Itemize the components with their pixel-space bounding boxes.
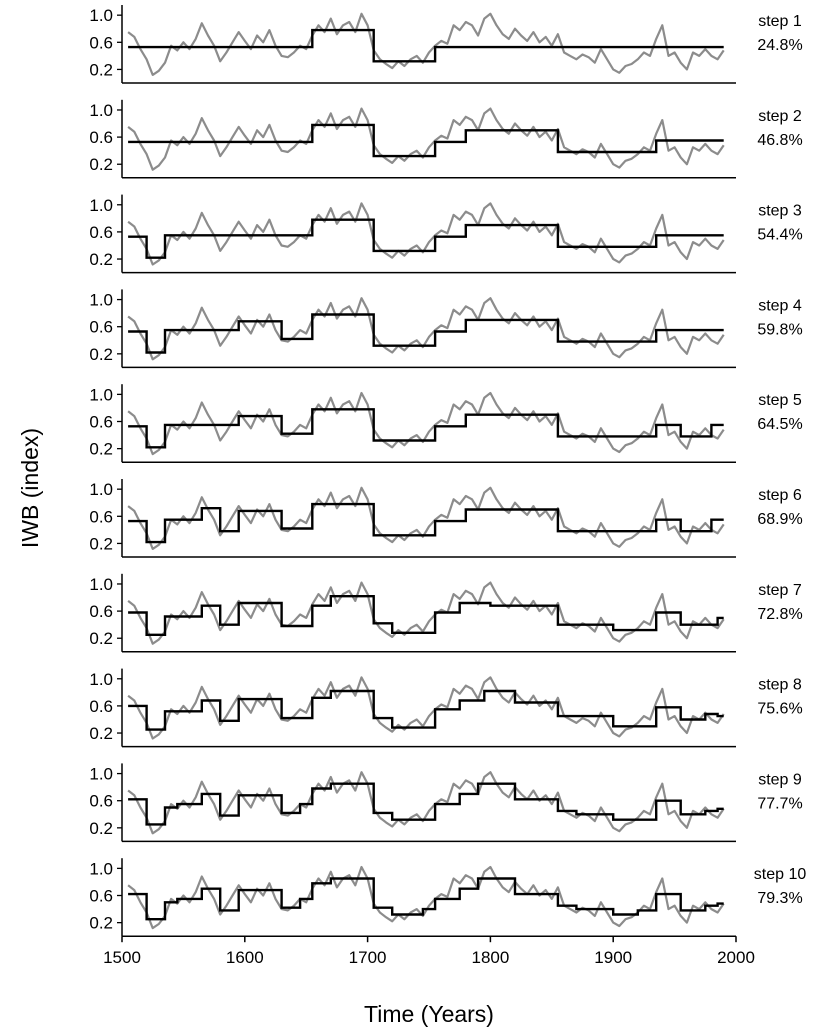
panel-6: 1.0 0.6 0.2 step 6 68.9% <box>89 479 803 558</box>
panel-10: 1.0 0.6 0.2 step 10 79.3% <box>89 858 807 937</box>
y-tick-label: 0.6 <box>89 602 113 621</box>
step-label: step 9 <box>758 771 802 788</box>
panel-4: 1.0 0.6 0.2 step 4 59.8% <box>89 289 803 369</box>
step-fit-line <box>128 408 724 449</box>
panel-7: 1.0 0.6 0.2 step 7 72.8% <box>89 573 803 653</box>
observed-series-line <box>127 391 725 456</box>
x-tick-label: 1600 <box>226 948 264 967</box>
panel-3: 1.0 0.6 0.2 step 3 54.4% <box>89 194 803 274</box>
x-tick-label: 1500 <box>103 948 141 967</box>
step-label: step 4 <box>758 297 802 314</box>
step-fit-line <box>128 123 724 158</box>
x-tick-label: 1900 <box>594 948 632 967</box>
observed-series-line <box>127 486 725 550</box>
step-label: step 1 <box>758 13 802 30</box>
y-tick-label: 0.6 <box>89 318 113 337</box>
explained-percent: 79.3% <box>757 890 802 907</box>
y-tick-label: 0.2 <box>89 629 113 648</box>
y-tick-label: 1.0 <box>89 196 113 215</box>
y-tick-label: 0.2 <box>89 914 113 933</box>
step-label: step 6 <box>758 487 802 504</box>
x-tick-label: 1700 <box>349 948 387 967</box>
y-tick-label: 0.2 <box>89 440 113 459</box>
step-label: step 2 <box>758 108 802 125</box>
explained-percent: 72.8% <box>757 606 802 623</box>
step-fit-line <box>128 218 724 259</box>
step-fit-line <box>128 782 724 826</box>
step-fit-line <box>128 877 724 921</box>
explained-percent: 46.8% <box>757 132 802 149</box>
y-tick-label: 0.6 <box>89 33 113 52</box>
explained-percent: 68.9% <box>757 511 802 528</box>
y-tick-label: 1.0 <box>89 6 113 25</box>
y-tick-label: 0.6 <box>89 697 113 716</box>
panels: 1.0 0.6 0.2 step 1 24.8% 1.0 0.6 0.2 step 2 46.8%… <box>89 5 807 937</box>
y-tick-label: 1.0 <box>89 101 113 120</box>
y-tick-label: 0.6 <box>89 413 113 432</box>
observed-series-line <box>127 107 725 171</box>
step-label: step 10 <box>754 866 807 883</box>
step-label: step 3 <box>758 203 802 220</box>
y-tick-label: 0.2 <box>89 345 113 364</box>
explained-percent: 54.4% <box>757 227 802 244</box>
observed-series-line <box>127 12 725 76</box>
explained-percent: 77.7% <box>757 795 802 812</box>
x-tick-label: 1800 <box>471 948 509 967</box>
y-tick-label: 1.0 <box>89 859 113 878</box>
x-axis: 1500 1600 1700 1800 1900 2000 <box>103 936 755 967</box>
y-tick-label: 0.2 <box>89 60 113 79</box>
observed-series-line <box>127 771 725 835</box>
x-tick-label: 2000 <box>717 948 755 967</box>
panel-5: 1.0 0.6 0.2 step 5 64.5% <box>89 384 803 463</box>
step-label: step 5 <box>758 392 802 409</box>
y-tick-label: 0.6 <box>89 792 113 811</box>
panel-8: 1.0 0.6 0.2 step 8 75.6% <box>89 668 803 748</box>
observed-series-line <box>127 676 725 740</box>
panel-9: 1.0 0.6 0.2 step 9 77.7% <box>89 763 803 843</box>
step-label: step 8 <box>758 677 802 694</box>
step-fit-line <box>128 502 724 544</box>
y-tick-label: 1.0 <box>89 575 113 594</box>
y-tick-label: 0.6 <box>89 223 113 242</box>
y-axis-title: IWB (index) <box>17 428 43 548</box>
panel-1: 1.0 0.6 0.2 step 1 24.8% <box>89 5 803 84</box>
observed-series-line <box>127 865 725 930</box>
y-tick-label: 0.6 <box>89 128 113 147</box>
explained-percent: 75.6% <box>757 701 802 718</box>
observed-series-line <box>127 202 725 266</box>
observed-series-line <box>127 581 725 645</box>
y-tick-label: 0.2 <box>89 724 113 743</box>
step-fit-line <box>128 689 724 731</box>
y-tick-label: 0.2 <box>89 534 113 553</box>
step-fit-line <box>128 595 724 636</box>
y-tick-label: 1.0 <box>89 765 113 784</box>
step-label: step 7 <box>758 582 802 599</box>
y-tick-label: 0.6 <box>89 507 113 526</box>
explained-percent: 64.5% <box>757 416 802 433</box>
x-axis-title: Time (Years) <box>364 1001 494 1027</box>
y-tick-label: 0.2 <box>89 155 113 174</box>
explained-percent: 24.8% <box>757 37 802 54</box>
y-tick-label: 0.2 <box>89 250 113 269</box>
explained-percent: 59.8% <box>757 321 802 338</box>
step-fit-line <box>128 313 724 354</box>
y-tick-label: 0.6 <box>89 887 113 906</box>
observed-series-line <box>127 297 725 361</box>
y-tick-label: 0.2 <box>89 819 113 838</box>
step-fit-line <box>128 28 724 63</box>
y-tick-label: 1.0 <box>89 480 113 499</box>
y-tick-label: 1.0 <box>89 291 113 310</box>
y-tick-label: 1.0 <box>89 670 113 689</box>
panel-2: 1.0 0.6 0.2 step 2 46.8% <box>89 99 803 179</box>
y-tick-label: 1.0 <box>89 385 113 404</box>
